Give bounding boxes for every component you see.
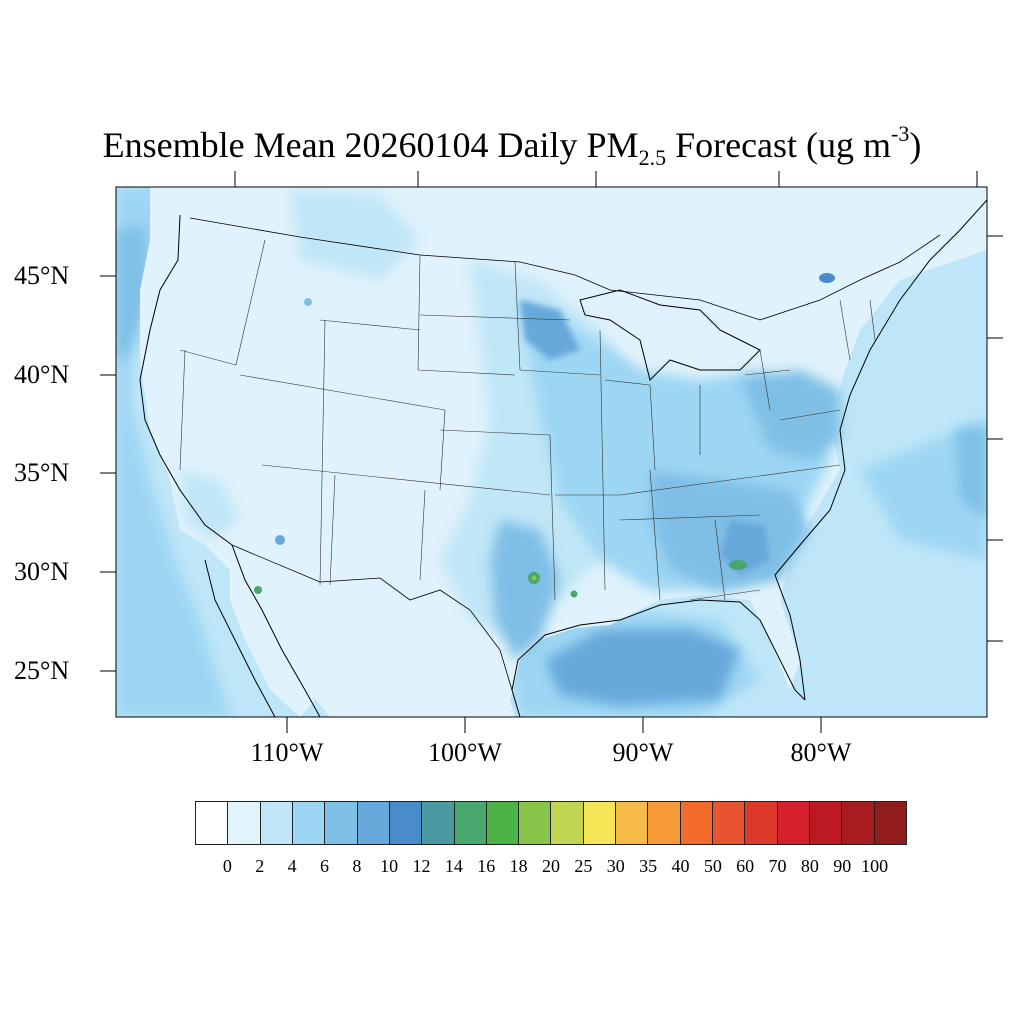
lon-label-110w: 110°W — [250, 738, 324, 767]
colorbar-label: 80 — [800, 856, 819, 876]
map-title: Ensemble Mean 20260104 Daily PM2.5 Forec… — [0, 112, 1024, 180]
southwest-patch — [180, 470, 240, 540]
colorbar-label: 2 — [255, 856, 265, 876]
colorbar-box — [680, 802, 713, 844]
colorbar-box — [357, 802, 390, 844]
hotspot-salt-lake — [304, 298, 312, 306]
colorbar-box — [745, 802, 778, 844]
hotspot-san-antonio-core — [531, 575, 537, 581]
colorbar-label: 90 — [833, 856, 852, 876]
colorbar-box — [422, 802, 455, 844]
west-light-bands — [290, 190, 420, 280]
minnesota-high — [520, 300, 580, 360]
colorbar-box — [713, 802, 746, 844]
colorbar-label: 10 — [380, 856, 399, 876]
atlantic-east-zone — [955, 425, 987, 520]
hotspot-phoenix — [275, 535, 285, 545]
lat-label-40n: 40°N — [14, 360, 70, 389]
colorbar-label: 50 — [703, 856, 722, 876]
atlantic-concentration — [860, 420, 987, 560]
colorbar-label: 70 — [768, 856, 787, 876]
colorbar-box — [389, 802, 423, 844]
gulf-coastline — [511, 599, 806, 717]
top-ticks — [235, 170, 977, 187]
lat-label-35n: 35°N — [14, 458, 70, 487]
great-lakes — [579, 289, 761, 381]
hotspot-arizona — [254, 586, 262, 594]
colorbar — [195, 801, 907, 845]
colorbar-box — [454, 802, 487, 844]
gulf-high-zone — [545, 628, 740, 706]
us-west-coastline — [139, 214, 233, 546]
colorbar-box — [260, 802, 293, 844]
colorbar-box — [874, 802, 906, 844]
right-frame-ticks — [987, 235, 1003, 642]
colorbar-label: 35 — [639, 856, 658, 876]
colorbar-label: 4 — [287, 856, 297, 876]
colorbar-box — [325, 802, 358, 844]
colorbar-label: 12 — [412, 856, 431, 876]
title-middle: Forecast (ug m — [666, 125, 892, 165]
left-frame-ticks — [100, 275, 116, 672]
pacific-concentration — [116, 187, 230, 717]
colorbar-label: 20 — [542, 856, 560, 876]
top-frame-ticks — [234, 171, 978, 187]
title-subscript: 2.5 — [638, 145, 667, 170]
northeast-high — [740, 370, 840, 460]
title-suffix: ) — [909, 125, 922, 165]
map-frame — [115, 186, 988, 718]
baja-west-coast — [204, 559, 276, 717]
title-prefix: Ensemble Mean 20260104 Daily PM — [102, 125, 639, 165]
colorbar-box — [777, 802, 810, 844]
hotspot-louisiana — [570, 590, 578, 598]
colorbar-box — [292, 802, 326, 844]
colorbar-label: 6 — [319, 856, 329, 876]
colorbar-box — [551, 802, 584, 844]
colorbar-label: 16 — [477, 856, 496, 876]
colorbar-label: 60 — [736, 856, 755, 876]
baja-land — [230, 560, 315, 717]
state-boundaries — [179, 239, 876, 601]
colorbar-label: 40 — [671, 856, 690, 876]
colorbar-label: 25 — [574, 856, 593, 876]
us-canada-border — [189, 217, 941, 321]
colorbar-box — [583, 802, 617, 844]
colorbar-label: 100 — [861, 856, 889, 876]
colorbar-label: 30 — [606, 856, 625, 876]
texas-gulf-high — [490, 520, 560, 660]
hotspot-georgia — [729, 560, 747, 570]
colorbar-box — [228, 802, 261, 844]
colorbar-box — [809, 802, 843, 844]
lat-label-25n: 25°N — [14, 656, 70, 685]
colorbar-box — [519, 802, 552, 844]
colorbar-box — [486, 802, 520, 844]
hotspot-montreal — [819, 273, 835, 283]
title-superscript: -3 — [891, 121, 910, 146]
colorbar-label: 14 — [444, 856, 463, 876]
bottom-frame-ticks — [286, 717, 822, 733]
colorbar-label: 8 — [352, 856, 362, 876]
baja-coastline — [231, 544, 321, 717]
colorbar-box — [648, 802, 681, 844]
lon-label-100w: 100°W — [428, 738, 502, 767]
colorbar-box — [196, 802, 229, 844]
lat-label-45n: 45°N — [14, 261, 70, 290]
lon-label-80w: 80°W — [790, 738, 852, 767]
lat-label-30n: 30°N — [14, 557, 70, 586]
atlantic-coastline — [774, 199, 987, 701]
pacific-coast-band — [116, 225, 150, 360]
lon-label-90w: 90°W — [612, 738, 674, 767]
colorbar-box — [616, 802, 649, 844]
colorbar-label: 0 — [222, 856, 232, 876]
colorbar-label: 18 — [509, 856, 528, 876]
colorbar-box — [842, 802, 875, 844]
